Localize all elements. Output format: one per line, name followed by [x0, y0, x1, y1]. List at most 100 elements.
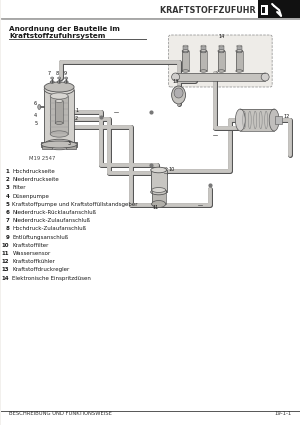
- Ellipse shape: [236, 109, 245, 131]
- Bar: [55, 101, 63, 123]
- Ellipse shape: [151, 167, 166, 173]
- Bar: [2, 0, 300, 18]
- Text: Kraftstoffzufuhrsystem: Kraftstoffzufuhrsystem: [9, 33, 106, 39]
- Text: Hochdruck-Zulaufanschluß: Hochdruck-Zulaufanschluß: [12, 227, 86, 231]
- Text: Kraftstoffpumpe und Kraftstoffüllstandsgeber: Kraftstoffpumpe und Kraftstoffüllstandsg…: [12, 202, 138, 207]
- Text: 8: 8: [5, 227, 9, 231]
- Bar: [237, 46, 242, 52]
- Bar: [219, 46, 224, 52]
- Bar: [200, 51, 207, 71]
- Ellipse shape: [183, 51, 188, 53]
- Bar: [182, 51, 189, 71]
- Ellipse shape: [219, 45, 224, 47]
- Text: Anordnung der Bauteile im: Anordnung der Bauteile im: [9, 26, 120, 32]
- Text: 3: 3: [5, 185, 9, 190]
- Ellipse shape: [50, 131, 68, 137]
- Text: 2: 2: [6, 177, 9, 182]
- Ellipse shape: [58, 77, 61, 79]
- Ellipse shape: [172, 73, 180, 81]
- Text: 7: 7: [5, 218, 9, 223]
- Ellipse shape: [57, 81, 61, 83]
- Text: 13: 13: [172, 79, 179, 84]
- Ellipse shape: [50, 93, 68, 99]
- Text: 1: 1: [6, 169, 9, 174]
- Bar: [258, 0, 300, 18]
- Ellipse shape: [182, 50, 189, 52]
- Text: Niederdruck-Rücklaufanschluß: Niederdruck-Rücklaufanschluß: [12, 210, 97, 215]
- Ellipse shape: [182, 70, 189, 72]
- Text: 10: 10: [2, 243, 9, 248]
- Ellipse shape: [236, 70, 243, 72]
- Ellipse shape: [44, 139, 74, 150]
- Ellipse shape: [152, 201, 166, 207]
- Bar: [261, 5, 268, 15]
- Text: Kraftstoffilter: Kraftstoffilter: [12, 243, 49, 248]
- Text: 14: 14: [2, 275, 9, 281]
- Text: 8: 8: [56, 71, 59, 76]
- Bar: [44, 90, 74, 144]
- Text: Wassersensor: Wassersensor: [12, 251, 51, 256]
- Ellipse shape: [55, 99, 63, 102]
- Text: 5: 5: [5, 202, 9, 207]
- Text: 6: 6: [33, 101, 36, 106]
- Text: 1: 1: [75, 108, 78, 113]
- Ellipse shape: [201, 51, 206, 53]
- Text: 6: 6: [5, 210, 9, 215]
- Ellipse shape: [236, 50, 243, 52]
- Text: M19 2547: M19 2547: [29, 156, 56, 161]
- Text: 14: 14: [218, 34, 224, 39]
- Text: Kraftstoffkühler: Kraftstoffkühler: [12, 259, 55, 264]
- Text: 12: 12: [2, 259, 9, 264]
- Ellipse shape: [261, 73, 269, 81]
- Bar: [151, 170, 166, 192]
- Ellipse shape: [64, 81, 68, 83]
- Ellipse shape: [41, 141, 77, 148]
- Ellipse shape: [237, 51, 242, 53]
- Ellipse shape: [152, 201, 166, 207]
- Ellipse shape: [183, 45, 188, 47]
- Ellipse shape: [50, 81, 54, 83]
- Ellipse shape: [44, 82, 74, 92]
- Bar: [176, 73, 265, 81]
- Bar: [236, 51, 243, 71]
- Text: 3: 3: [67, 141, 70, 146]
- Bar: [42, 145, 52, 149]
- Text: Niederdruck-Zulaufanschluß: Niederdruck-Zulaufanschluß: [12, 218, 91, 223]
- Ellipse shape: [151, 189, 166, 195]
- Text: Niederdruckseite: Niederdruckseite: [12, 177, 59, 182]
- Bar: [240, 109, 274, 131]
- Ellipse shape: [219, 51, 224, 53]
- Text: Kraftstoffdruckregler: Kraftstoffdruckregler: [12, 267, 70, 272]
- Text: BESCHREIBUNG UND FUNKTIONSWEISE: BESCHREIBUNG UND FUNKTIONSWEISE: [9, 411, 112, 416]
- Text: 19-1-1: 19-1-1: [275, 411, 292, 416]
- Text: Filter: Filter: [12, 185, 26, 190]
- Text: 12: 12: [283, 114, 289, 119]
- Text: Düsenpumpe: Düsenpumpe: [12, 194, 49, 198]
- Ellipse shape: [44, 84, 74, 95]
- Bar: [41, 142, 77, 147]
- Bar: [50, 96, 68, 134]
- Ellipse shape: [218, 50, 225, 52]
- Ellipse shape: [38, 105, 41, 110]
- Bar: [262, 7, 265, 13]
- Text: 10: 10: [169, 167, 175, 172]
- Text: Hochdruckseite: Hochdruckseite: [12, 169, 55, 174]
- Text: 4: 4: [34, 113, 37, 118]
- Text: Entlüftungsanschluß: Entlüftungsanschluß: [12, 235, 69, 240]
- Bar: [183, 46, 188, 52]
- Text: 13: 13: [2, 267, 9, 272]
- Bar: [275, 116, 282, 124]
- Bar: [201, 46, 206, 52]
- Bar: [218, 51, 225, 71]
- Text: 2: 2: [75, 116, 78, 121]
- Ellipse shape: [172, 86, 185, 104]
- Ellipse shape: [218, 70, 225, 72]
- Ellipse shape: [200, 50, 207, 52]
- Text: Elektronische Einspritzdüsen: Elektronische Einspritzdüsen: [12, 275, 91, 281]
- Text: 9: 9: [5, 235, 9, 240]
- Bar: [152, 190, 166, 204]
- Ellipse shape: [55, 122, 63, 125]
- Ellipse shape: [64, 77, 68, 79]
- Ellipse shape: [237, 45, 242, 47]
- Text: 11: 11: [2, 251, 9, 256]
